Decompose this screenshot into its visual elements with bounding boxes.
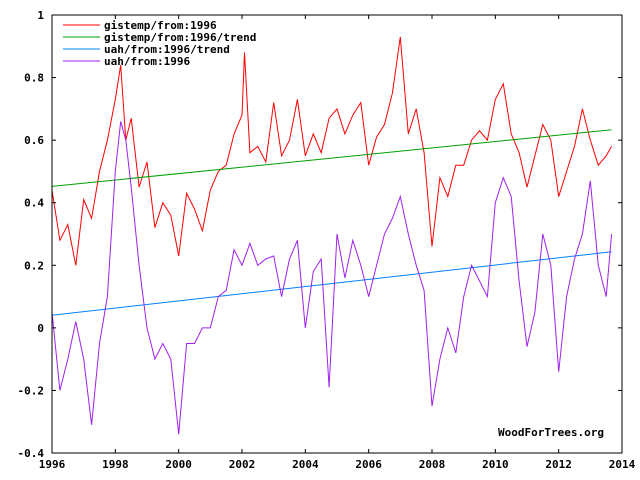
- y-tick-label: 0: [37, 322, 44, 335]
- plot-frame: [51, 14, 623, 454]
- y-tick-label: -0.2: [18, 384, 45, 397]
- axis-layer: -0.4 -0.2 0 0.2 0.4 0.6 0.8 1 1996 1998 2000 2002 20…: [18, 9, 636, 471]
- series-line-gistemp-from-1996: [51, 36, 613, 266]
- series-line-uah-from-1996-trend: [51, 251, 612, 316]
- legend: gistemp/from:1996gistemp/from:1996/trend…: [63, 19, 256, 68]
- x-tick-label: 2010: [482, 458, 509, 471]
- series-line-gistemp-from-1996-trend: [51, 129, 612, 187]
- x-tick-label: 2014: [609, 458, 636, 471]
- y-tick-label: 0.2: [24, 259, 44, 272]
- legend-label: gistemp/from:1996/trend: [104, 31, 256, 44]
- legend-label: uah/from:1996: [104, 55, 190, 68]
- series-line-uah-from-1996: [51, 121, 613, 435]
- x-tick-label: 1998: [102, 458, 129, 471]
- x-tick-label: 2004: [292, 458, 319, 471]
- legend-label: gistemp/from:1996: [104, 19, 217, 32]
- y-tick-label: 0.4: [24, 197, 44, 210]
- x-tick-label: 2012: [545, 458, 572, 471]
- credit-text: WoodForTrees.org: [498, 426, 604, 439]
- y-tick-label: 1: [37, 9, 44, 22]
- x-tick-label: 2002: [229, 458, 256, 471]
- x-tick-label: 1996: [39, 458, 66, 471]
- x-tick-label: 2008: [419, 458, 446, 471]
- series-layer: [51, 36, 613, 435]
- y-tick-label: 0.8: [24, 72, 44, 85]
- legend-label: uah/from:1996/trend: [104, 43, 230, 56]
- y-tick-label: 0.6: [24, 134, 44, 147]
- x-tick-label: 2006: [355, 458, 382, 471]
- x-tick-label: 2000: [165, 458, 192, 471]
- y-tick-label: -0.4: [18, 447, 45, 460]
